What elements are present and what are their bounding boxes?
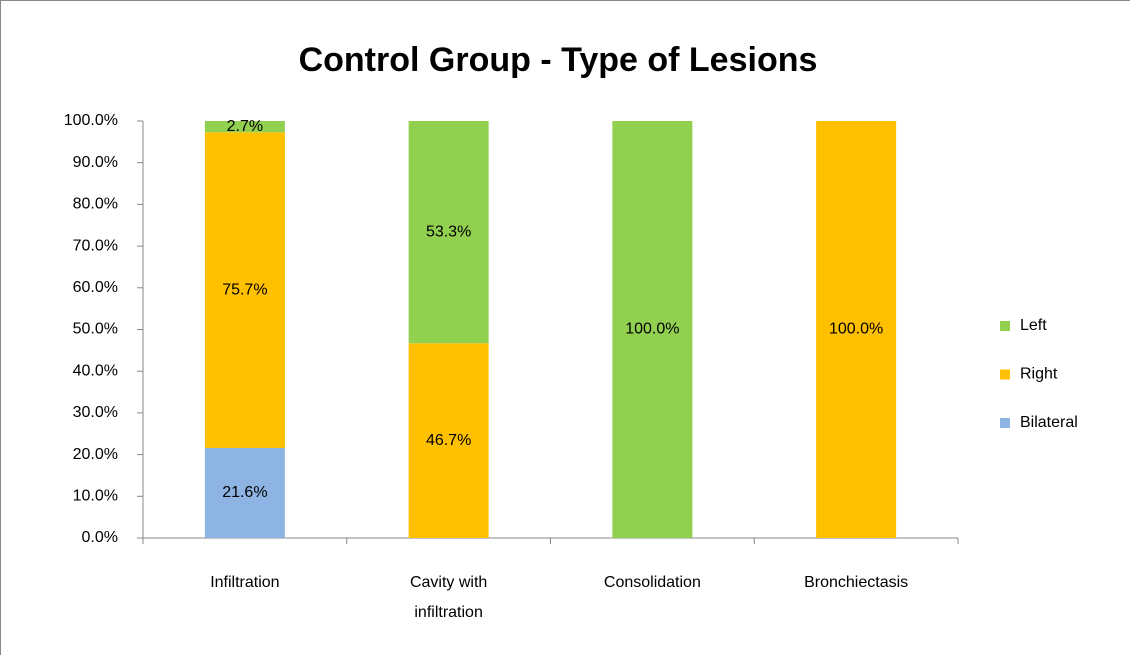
data-label: 2.7% xyxy=(227,118,263,135)
bar-segment xyxy=(612,121,693,538)
y-tick-label: 40.0% xyxy=(73,362,118,379)
bar-segment xyxy=(408,121,489,344)
data-label: 100.0% xyxy=(625,321,679,338)
bar-segment xyxy=(204,447,285,538)
chart-title: Control Group - Type of Lesions xyxy=(299,41,818,79)
y-tick-label: 70.0% xyxy=(73,237,118,254)
bar-segment xyxy=(816,121,897,538)
legend-label: Bilateral xyxy=(1020,414,1078,431)
y-tick-label: 50.0% xyxy=(73,321,118,338)
bar-segment xyxy=(204,121,285,133)
legend-label: Left xyxy=(1020,317,1047,334)
y-tick-label: 30.0% xyxy=(73,404,118,421)
x-tick-label: Cavity with infiltration xyxy=(409,574,488,621)
y-tick-label: 0.0% xyxy=(82,529,118,546)
y-tick-label: 20.0% xyxy=(73,446,118,463)
y-tick-label: 10.0% xyxy=(73,488,118,505)
y-tick-label: 60.0% xyxy=(73,279,118,296)
legend-swatch xyxy=(1000,418,1010,428)
x-tick-label: Bronchiectasis xyxy=(804,574,909,591)
legend-swatch xyxy=(1000,369,1010,380)
y-tick-label: 80.0% xyxy=(73,196,118,213)
x-tick-label: Consolidation xyxy=(603,574,701,591)
y-tick-label: 100.0% xyxy=(64,112,118,129)
legend-swatch xyxy=(1000,321,1010,331)
data-label: 75.7% xyxy=(222,281,267,298)
data-label: 53.3% xyxy=(426,223,471,240)
data-label: 100.0% xyxy=(829,321,883,338)
data-label: 21.6% xyxy=(222,484,267,501)
bar-segment xyxy=(204,132,285,448)
data-label: 46.7% xyxy=(426,432,471,449)
legend-label: Right xyxy=(1020,366,1058,383)
y-tick-label: 90.0% xyxy=(73,154,118,171)
x-tick-label: Infiltration xyxy=(210,574,280,591)
bar-segment xyxy=(408,343,489,538)
